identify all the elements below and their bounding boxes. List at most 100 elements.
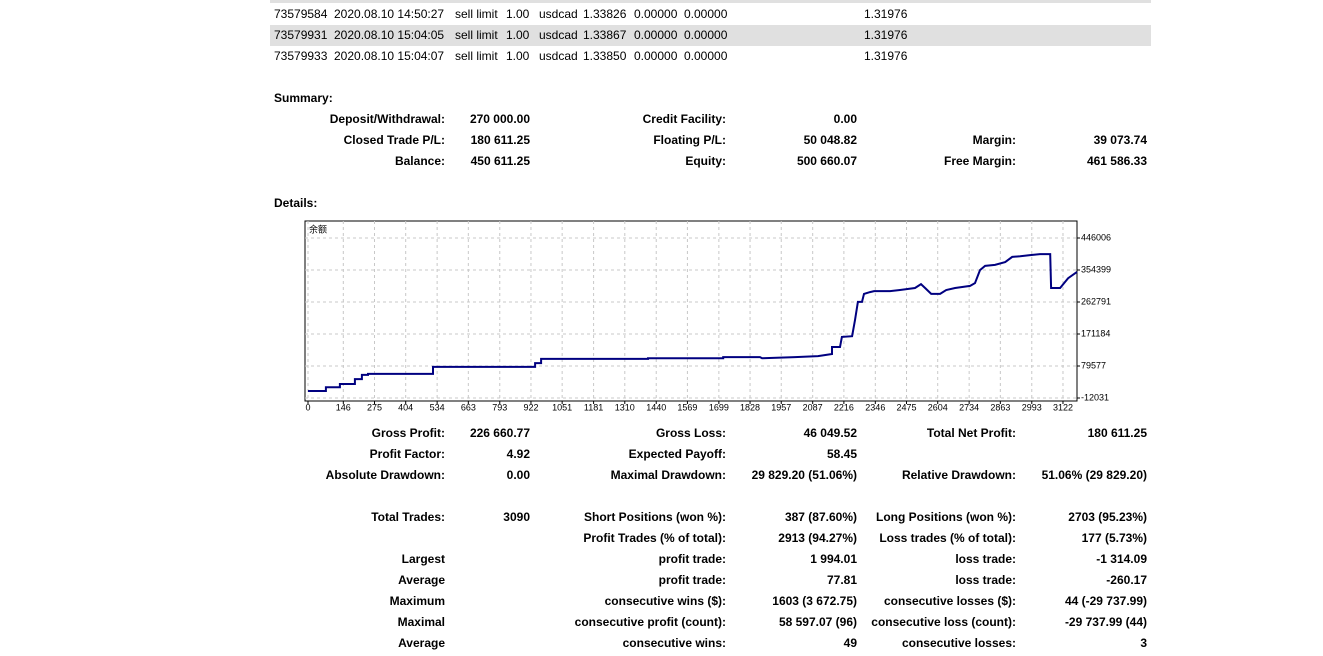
order-cell: 0.00000 (634, 7, 678, 21)
field-label: Maximal (398, 615, 445, 629)
field-value: 49 (844, 636, 858, 650)
field-label: Maximal Drawdown: (611, 468, 726, 482)
x-tick-label: 2604 (928, 402, 948, 412)
x-tick-label: 2346 (865, 402, 885, 412)
x-tick-label: 1310 (615, 402, 635, 412)
field-value: -260.17 (1106, 573, 1147, 587)
field-label: profit trade: (659, 573, 726, 587)
order-cell: 73579933 (274, 49, 328, 63)
field-value: 29 829.20 (51.06%) (752, 468, 857, 482)
chart-title: 余额 (309, 223, 327, 234)
order-cell: 1.00 (506, 49, 530, 63)
field-value: -1 314.09 (1096, 552, 1147, 566)
field-label: Total Trades: (371, 510, 445, 524)
field-value: 461 586.33 (1087, 154, 1147, 168)
field-label: Expected Payoff: (629, 447, 726, 461)
field-value: -29 737.99 (44) (1065, 615, 1147, 629)
y-tick-label: 262791 (1081, 296, 1111, 306)
field-label: consecutive profit (count): (575, 615, 726, 629)
field-value: 1603 (3 672.75) (772, 594, 857, 608)
x-tick-label: 663 (461, 402, 476, 412)
order-cell: 2020.08.10 15:04:05 (334, 28, 444, 42)
field-value: 4.92 (507, 447, 531, 461)
field-label: loss trade: (955, 552, 1016, 566)
field-value: 58 597.07 (96) (779, 615, 857, 629)
field-label: Profit Factor: (370, 447, 445, 461)
field-label: Floating P/L: (653, 133, 726, 147)
x-tick-label: 1828 (740, 402, 760, 412)
order-cell: 1.00 (506, 7, 530, 21)
field-value: 177 (5.73%) (1082, 531, 1147, 545)
field-value: 0.00 (507, 468, 531, 482)
field-value: 1 994.01 (810, 552, 857, 566)
field-value: 50 048.82 (804, 133, 858, 147)
order-cell: usdcad (539, 28, 578, 42)
field-label: consecutive losses: (902, 636, 1016, 650)
x-tick-label: 2087 (803, 402, 823, 412)
order-cell: 0.00000 (634, 28, 678, 42)
field-label: Gross Loss: (656, 426, 726, 440)
x-tick-label: 1569 (677, 402, 697, 412)
order-cell: sell limit (455, 49, 498, 63)
order-cell: 1.00 (506, 28, 530, 42)
field-label: Margin: (973, 133, 1016, 147)
field-value: 180 611.25 (1088, 426, 1148, 440)
field-label: Closed Trade P/L: (344, 133, 445, 147)
field-value: 226 660.77 (470, 426, 530, 440)
field-value: 44 (-29 737.99) (1065, 594, 1147, 608)
y-tick-label: 171184 (1081, 328, 1110, 338)
field-value: 500 660.07 (797, 154, 857, 168)
x-tick-label: 793 (492, 402, 507, 412)
x-tick-label: 2216 (834, 402, 854, 412)
order-cell: 0.00000 (634, 49, 678, 63)
field-label: Average (398, 636, 445, 650)
section-title: Summary: (274, 91, 333, 105)
row-highlight (270, 25, 1151, 46)
field-label: Equity: (685, 154, 726, 168)
field-value: 270 000.00 (470, 112, 530, 126)
y-tick-label: -12031 (1081, 392, 1109, 402)
field-value: 46 049.52 (804, 426, 858, 440)
order-cell: 0.00000 (684, 28, 728, 42)
x-tick-label: 1699 (709, 402, 729, 412)
field-value: 2703 (95.23%) (1068, 510, 1147, 524)
field-label: Largest (402, 552, 445, 566)
balance-line (308, 253, 1078, 392)
order-cell: sell limit (455, 7, 498, 21)
order-cell: 2020.08.10 14:50:27 (334, 7, 444, 21)
x-tick-label: 1440 (646, 402, 666, 412)
x-tick-label: 1051 (552, 402, 572, 412)
x-tick-label: 0 (305, 402, 310, 412)
field-label: Absolute Drawdown: (326, 468, 445, 482)
field-value: 2913 (94.27%) (778, 531, 857, 545)
order-cell: 1.33867 (583, 28, 627, 42)
field-label: Maximum (390, 594, 445, 608)
x-tick-label: 2734 (959, 402, 979, 412)
order-cell: 2020.08.10 15:04:07 (334, 49, 444, 63)
order-cell: sell limit (455, 28, 498, 42)
x-tick-label: 275 (367, 402, 382, 412)
field-value: 58.45 (827, 447, 857, 461)
x-tick-label: 2863 (990, 402, 1010, 412)
x-tick-label: 2475 (896, 402, 916, 412)
field-label: consecutive wins: (623, 636, 726, 650)
field-label: Balance: (395, 154, 445, 168)
field-label: consecutive wins ($): (605, 594, 726, 608)
field-value: 0.00 (834, 112, 858, 126)
field-label: loss trade: (955, 573, 1016, 587)
field-label: Profit Trades (% of total): (583, 531, 726, 545)
field-value: 3090 (503, 510, 530, 524)
field-label: Free Margin: (944, 154, 1016, 168)
section-title: Details: (274, 196, 317, 210)
order-cell: 0.00000 (684, 7, 728, 21)
field-value: 51.06% (29 829.20) (1042, 468, 1147, 482)
field-value: 77.81 (827, 573, 857, 587)
order-cell: 73579931 (274, 28, 328, 42)
x-tick-label: 2993 (1022, 402, 1042, 412)
field-label: Average (398, 573, 445, 587)
x-tick-label: 922 (523, 402, 538, 412)
x-tick-label: 404 (398, 402, 413, 412)
y-tick-label: 79577 (1081, 360, 1106, 370)
order-cell: 0.00000 (684, 49, 728, 63)
